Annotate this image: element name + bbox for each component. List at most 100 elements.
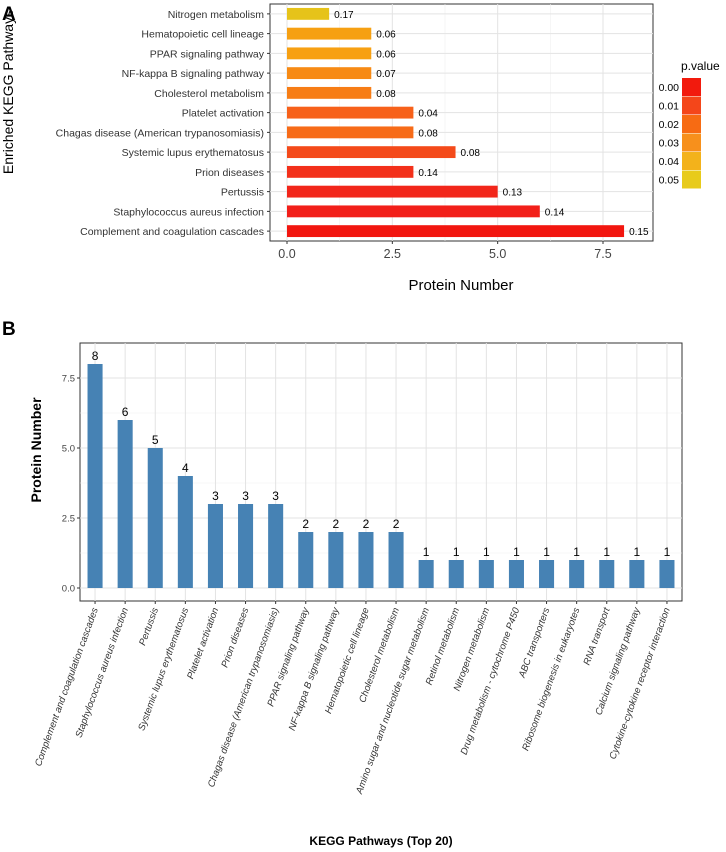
panel-a: A 0.170.060.060.070.080.040.080.080.140.… (0, 3, 720, 294)
bar-15 (539, 560, 555, 588)
bar-value-label-10: 0.14 (545, 207, 565, 218)
bar-0 (287, 7, 330, 20)
legend-label-5: 0.05 (659, 175, 680, 187)
legend-swatch-2 (682, 115, 701, 133)
bar-4 (207, 504, 223, 588)
panel-a-plot-background (269, 3, 654, 242)
category-label-4: Cholesterol metabolism (154, 88, 264, 100)
bar-5 (287, 106, 414, 119)
x-tick-label-0: 0.0 (278, 247, 295, 261)
bar-12 (448, 560, 464, 588)
bar-19 (659, 560, 675, 588)
bar-13 (478, 560, 494, 588)
category-label-0: Nitrogen metabolism (168, 9, 265, 21)
bar-1 (117, 420, 133, 588)
bar-value-label-7: 2 (302, 517, 309, 531)
x-tick-label-1: 2.5 (384, 247, 401, 261)
bar-value-label-12: 1 (453, 545, 460, 559)
category-label-17: RNA transport (582, 606, 613, 667)
legend-label-1: 0.01 (659, 101, 680, 113)
bar-value-label-3: 0.07 (376, 69, 396, 80)
legend-label-3: 0.03 (659, 138, 680, 150)
bar-16 (569, 560, 585, 588)
bar-5 (238, 504, 254, 588)
bar-value-label-1: 0.06 (376, 30, 396, 41)
panel-b-y-ticks: 0.0 2.5 5.0 7.5 (62, 374, 80, 595)
legend-swatch-4 (682, 152, 701, 170)
bar-value-label-0: 8 (92, 349, 99, 363)
bar-value-label-6: 0.08 (418, 128, 438, 139)
bar-8 (328, 532, 344, 588)
bar-value-label-4: 0.08 (376, 89, 396, 100)
bar-value-label-10: 2 (393, 517, 400, 531)
bar-2 (287, 47, 372, 60)
bar-1 (287, 27, 372, 40)
category-label-8: Prion diseases (195, 167, 264, 179)
legend-label-4: 0.04 (659, 156, 680, 168)
category-label-1: Staphylococcus aureus infection (74, 606, 131, 739)
legend-swatch-3 (682, 133, 701, 152)
category-label-9: Pertussis (221, 187, 264, 199)
bar-value-label-19: 1 (664, 545, 671, 559)
panel-a-x-axis-title: Protein Number (408, 277, 513, 294)
bar-value-label-4: 3 (212, 489, 219, 503)
bar-value-label-16: 1 (573, 545, 580, 559)
bar-value-label-0: 0.17 (334, 10, 354, 21)
bar-value-label-7: 0.08 (461, 148, 481, 159)
category-label-11: Complement and coagulation cascades (80, 226, 264, 238)
category-label-5: Platelet activation (182, 108, 264, 120)
bar-2 (147, 448, 163, 588)
bar-6 (268, 504, 284, 588)
bar-3 (177, 476, 193, 588)
legend-swatch-5 (682, 170, 701, 189)
category-label-2: Pertussis (137, 606, 161, 647)
legend-label-2: 0.02 (659, 119, 680, 131)
x-tick-label-2: 5.0 (489, 247, 506, 261)
category-label-16: Ribosome biogenesis in eukaryotes (520, 606, 582, 752)
bar-8 (287, 165, 414, 178)
panel-a-legend: p.value 0.00 0.01 0.02 0.03 0.04 0.05 (659, 59, 720, 189)
category-label-10: Staphylococcus aureus infection (113, 206, 264, 218)
bar-value-label-17: 1 (603, 545, 610, 559)
category-label-4: Platelet activation (185, 606, 221, 680)
panel-b-y-axis-title: Protein Number (28, 397, 44, 503)
y-tick-label-3: 7.5 (62, 374, 75, 385)
bar-10 (287, 205, 540, 218)
panel-b-x-axis-title: KEGG Pathways (Top 20) (309, 834, 452, 848)
y-tick-label-2: 5.0 (62, 444, 75, 455)
panel-a-bar-labels: 0.17 0.06 0.06 0.07 0.08 0.04 0.08 0.08 0.14 0.13… (334, 10, 649, 238)
bar-value-label-2: 0.06 (376, 49, 396, 60)
panel-b-bars (87, 364, 675, 588)
legend-items: 0.00 0.01 0.02 0.03 0.04 0.05 (659, 78, 701, 189)
bar-value-label-1: 6 (122, 405, 129, 419)
legend-swatch-1 (682, 96, 701, 115)
panel-b-bar-labels: 8 6 5 4 3 3 3 2 2 2 2 1 1 1 1 1 1 1 1 1 (92, 349, 671, 559)
bar-value-label-2: 5 (152, 433, 159, 447)
category-label-1: Hematopoietic cell lineage (141, 29, 264, 41)
bar-value-label-8: 2 (333, 517, 340, 531)
panel-a-x-ticks: 0.0 2.5 5.0 7.5 (278, 241, 612, 261)
bar-7 (287, 146, 456, 159)
bar-0 (87, 364, 103, 588)
bar-value-label-5: 0.04 (418, 109, 438, 120)
bar-9 (287, 185, 498, 198)
bar-3 (287, 67, 372, 80)
legend-label-0: 0.00 (659, 82, 680, 94)
bar-7 (298, 532, 314, 588)
panel-b-label: B (2, 319, 16, 340)
bar-14 (508, 560, 524, 588)
bar-value-label-6: 3 (272, 489, 279, 503)
bar-4 (287, 86, 372, 99)
x-tick-label-3: 7.5 (594, 247, 611, 261)
bar-value-label-13: 1 (483, 545, 490, 559)
category-label-19: Cytokine-cytokine receptor interaction (608, 606, 673, 761)
bar-11 (418, 560, 434, 588)
bar-17 (599, 560, 615, 588)
bar-value-label-9: 0.13 (503, 188, 523, 199)
panel-a-category-labels: Nitrogen metabolism Hematopoietic cell li… (56, 9, 270, 238)
bar-value-label-11: 1 (423, 545, 430, 559)
bar-18 (629, 560, 645, 588)
legend-swatch-0 (682, 78, 701, 96)
category-label-15: ABC transporters (517, 606, 553, 680)
y-tick-label-1: 2.5 (62, 514, 75, 525)
